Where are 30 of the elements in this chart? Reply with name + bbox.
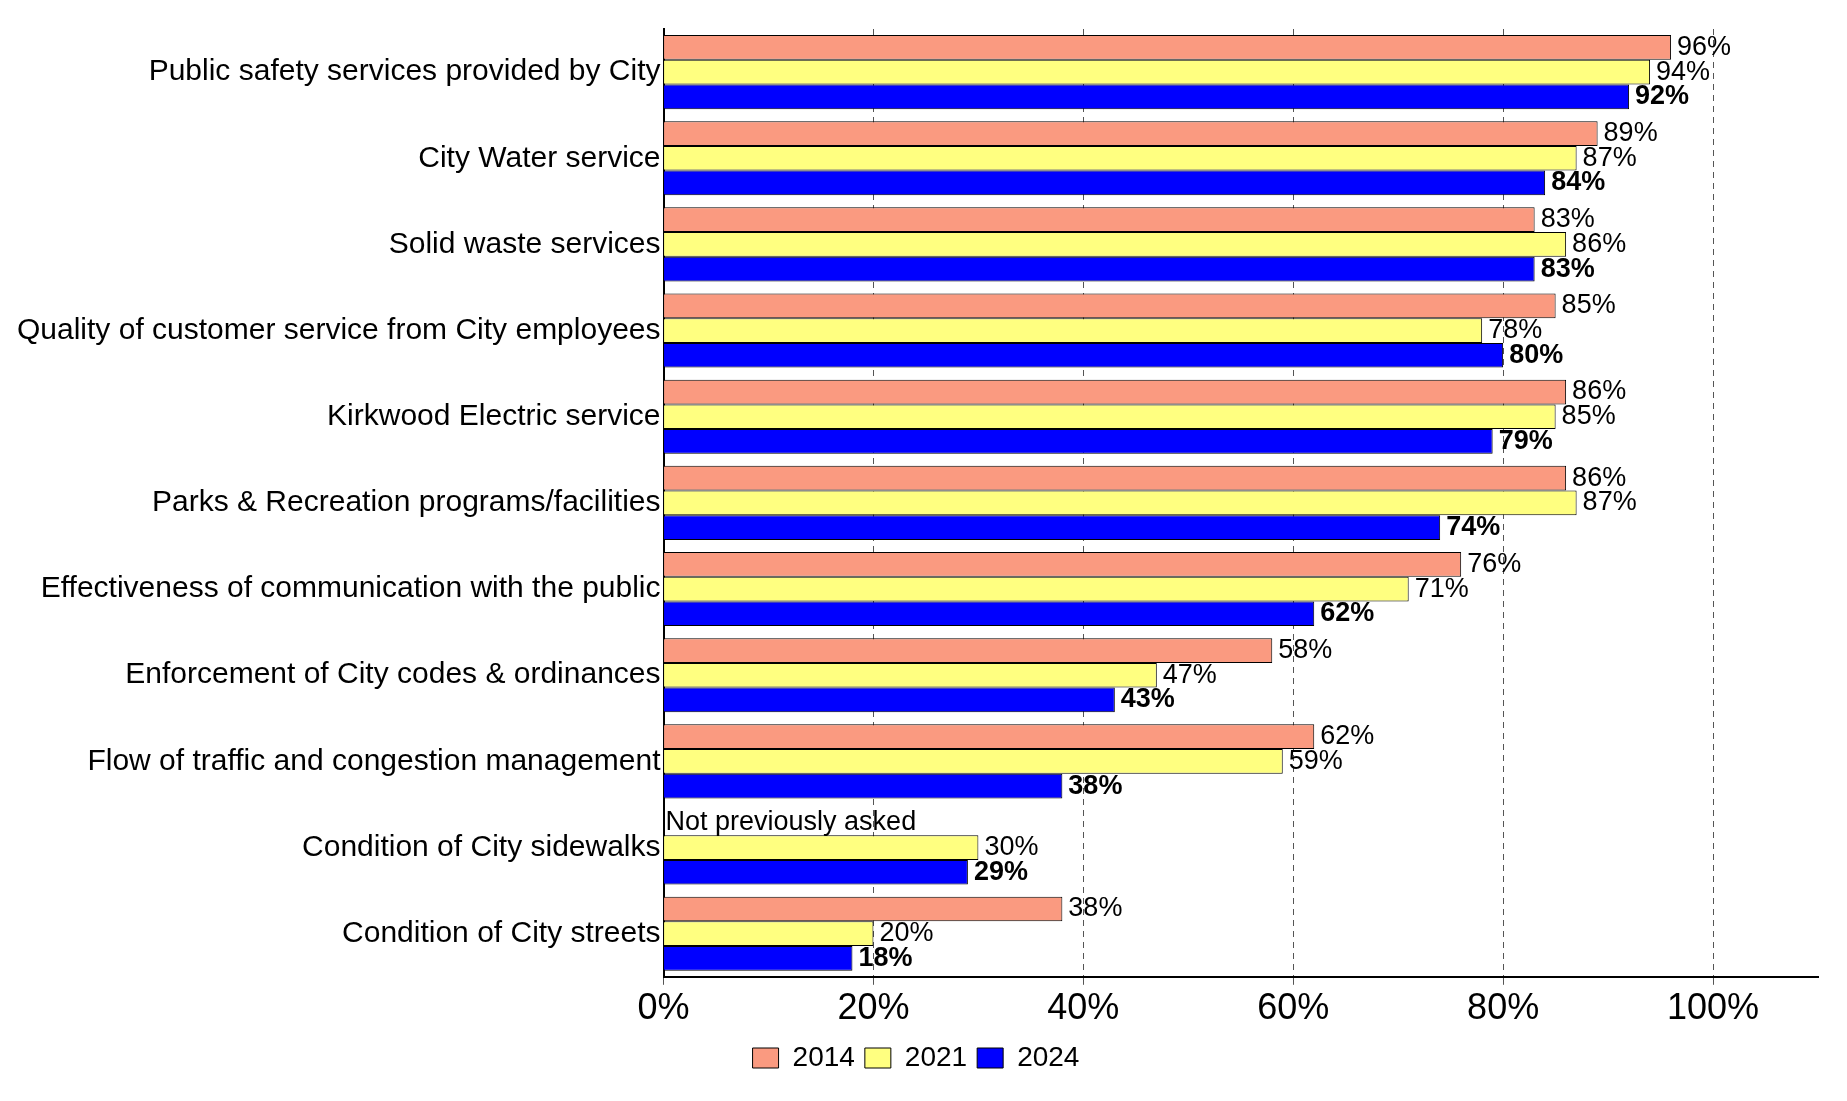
x-tick-label: 0% bbox=[637, 986, 690, 1028]
y-tick-label: Condition of City streets bbox=[342, 914, 661, 948]
y-tick-label: Solid waste services bbox=[388, 225, 661, 259]
y-tick-label: Public safety services provided by City bbox=[148, 53, 661, 87]
data-label: 85% bbox=[1561, 289, 1616, 320]
x-tick-label: 20% bbox=[837, 986, 910, 1028]
data-label: 79% bbox=[1498, 424, 1553, 455]
legend-label: 2024 bbox=[1017, 1040, 1080, 1072]
data-label: 38% bbox=[1068, 769, 1123, 800]
y-tick-label: Enforcement of City codes & ordinances bbox=[125, 656, 661, 690]
y-tick-label: City Water service bbox=[418, 139, 661, 173]
data-label: 58% bbox=[1278, 633, 1333, 664]
x-tick-label: 80% bbox=[1467, 986, 1540, 1028]
legend-label: 2021 bbox=[904, 1040, 968, 1072]
data-label: 71% bbox=[1414, 572, 1469, 603]
data-label: 38% bbox=[1068, 892, 1123, 923]
annotation: Not previously asked bbox=[665, 806, 917, 837]
data-label: 62% bbox=[1320, 597, 1375, 628]
legend-label: 2014 bbox=[792, 1040, 855, 1072]
data-label: 76% bbox=[1467, 547, 1522, 578]
y-tick-label: Parks & Recreation programs/facilities bbox=[152, 484, 661, 518]
y-tick-label: Kirkwood Electric service bbox=[327, 398, 661, 431]
y-tick-label: Quality of customer service from City employees bbox=[16, 311, 661, 345]
data-label: 74% bbox=[1446, 511, 1501, 542]
x-tick-label: 40% bbox=[1047, 986, 1120, 1028]
x-tick-label: 100% bbox=[1667, 986, 1760, 1028]
x-tick-label: 60% bbox=[1257, 986, 1330, 1028]
y-tick-label: Effectiveness of communication with the public bbox=[40, 570, 661, 604]
y-tick-label: Condition of City sidewalks bbox=[302, 828, 661, 862]
y-tick-label: Flow of traffic and congestion management bbox=[87, 742, 662, 776]
